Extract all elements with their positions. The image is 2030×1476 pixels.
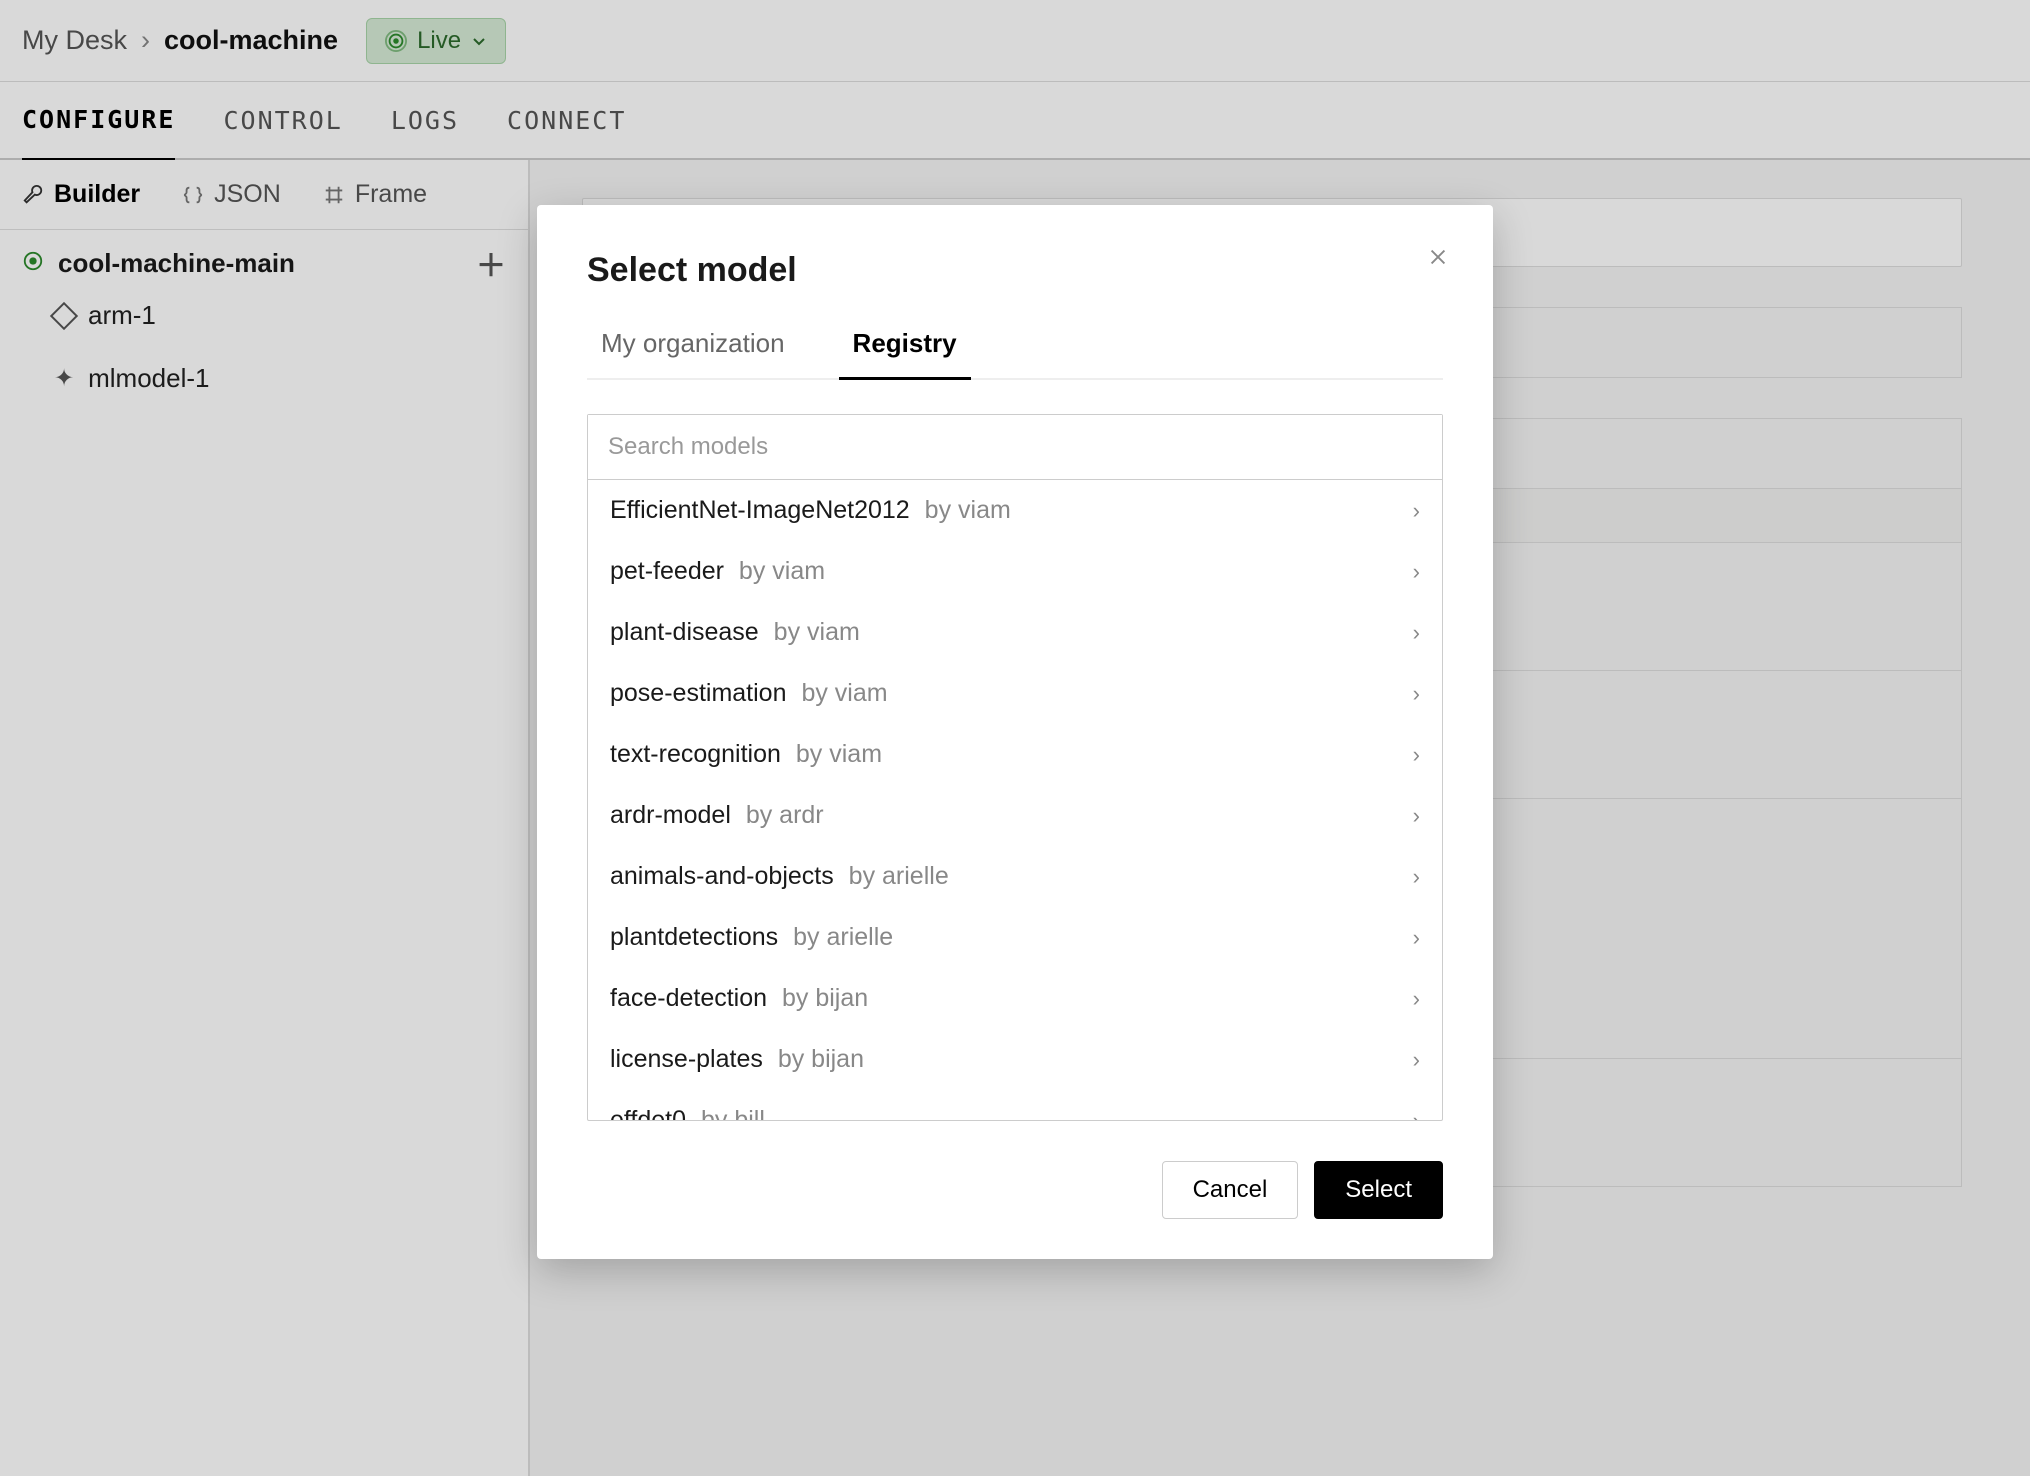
search-models-input[interactable] xyxy=(588,415,1442,480)
model-name: pet-feeder xyxy=(610,557,724,585)
model-item[interactable]: plantdetections by arielle › xyxy=(588,907,1442,968)
model-name: plantdetections xyxy=(610,923,778,951)
model-author: by viam xyxy=(925,496,1011,524)
model-author: by bill xyxy=(701,1106,765,1120)
model-name: text-recognition xyxy=(610,740,781,768)
model-list: EfficientNet-ImageNet2012 by viam›pet-fe… xyxy=(588,480,1442,1120)
model-name: effdet0 xyxy=(610,1106,686,1120)
model-item[interactable]: plant-disease by viam › xyxy=(588,602,1442,663)
model-item[interactable]: face-detection by bijan › xyxy=(588,968,1442,1029)
model-author: by ardr xyxy=(746,801,824,829)
model-item[interactable]: EfficientNet-ImageNet2012 by viam › xyxy=(588,480,1442,541)
model-item[interactable]: ardr-model by ardr › xyxy=(588,785,1442,846)
cancel-button[interactable]: Cancel xyxy=(1162,1161,1299,1219)
model-author: by viam xyxy=(739,557,825,585)
model-author: by viam xyxy=(796,740,882,768)
select-model-modal: Select model My organization Registry Ef… xyxy=(537,205,1493,1259)
chevron-right-icon: › xyxy=(1413,498,1420,524)
model-item[interactable]: effdet0 by bill › xyxy=(588,1090,1442,1120)
model-item[interactable]: text-recognition by viam › xyxy=(588,724,1442,785)
chevron-right-icon: › xyxy=(1413,986,1420,1012)
close-button[interactable] xyxy=(1427,245,1449,273)
model-item[interactable]: pose-estimation by viam › xyxy=(588,663,1442,724)
chevron-right-icon: › xyxy=(1413,620,1420,646)
model-author: by arielle xyxy=(793,923,893,951)
model-author: by viam xyxy=(801,679,887,707)
model-author: by arielle xyxy=(849,862,949,890)
model-name: plant-disease xyxy=(610,618,759,646)
model-name: license-plates xyxy=(610,1045,763,1073)
chevron-right-icon: › xyxy=(1413,681,1420,707)
model-name: animals-and-objects xyxy=(610,862,834,890)
modal-title: Select model xyxy=(587,251,1443,290)
chevron-right-icon: › xyxy=(1413,559,1420,585)
model-name: EfficientNet-ImageNet2012 xyxy=(610,496,910,524)
model-name: face-detection xyxy=(610,984,767,1012)
chevron-right-icon: › xyxy=(1413,864,1420,890)
model-name: pose-estimation xyxy=(610,679,786,707)
chevron-right-icon: › xyxy=(1413,1108,1420,1121)
search-and-list: EfficientNet-ImageNet2012 by viam›pet-fe… xyxy=(587,414,1443,1121)
model-author: by bijan xyxy=(778,1045,864,1073)
model-item[interactable]: license-plates by bijan › xyxy=(588,1029,1442,1090)
select-button[interactable]: Select xyxy=(1314,1161,1443,1219)
model-author: by bijan xyxy=(782,984,868,1012)
model-item[interactable]: pet-feeder by viam › xyxy=(588,541,1442,602)
model-author: by viam xyxy=(774,618,860,646)
modal-tab-registry[interactable]: Registry xyxy=(839,318,971,380)
chevron-right-icon: › xyxy=(1413,803,1420,829)
chevron-right-icon: › xyxy=(1413,742,1420,768)
close-icon xyxy=(1427,246,1449,268)
modal-tabs: My organization Registry xyxy=(587,318,1443,380)
chevron-right-icon: › xyxy=(1413,925,1420,951)
model-name: ardr-model xyxy=(610,801,731,829)
modal-actions: Cancel Select xyxy=(587,1161,1443,1219)
chevron-right-icon: › xyxy=(1413,1047,1420,1073)
model-item[interactable]: animals-and-objects by arielle › xyxy=(588,846,1442,907)
modal-tab-org[interactable]: My organization xyxy=(587,318,799,378)
